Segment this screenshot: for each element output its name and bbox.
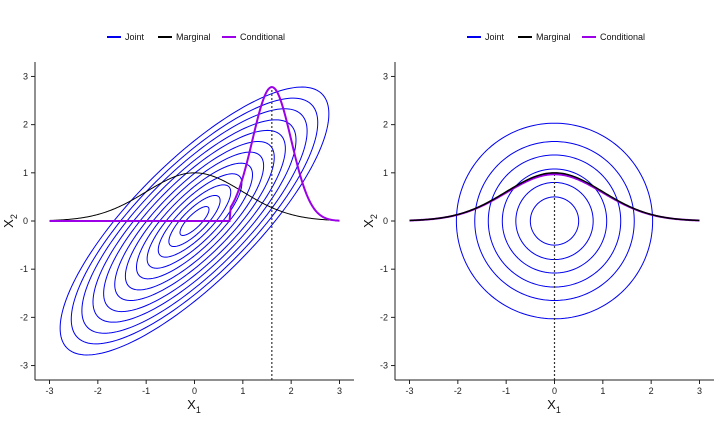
left-y-tick-label: -1 xyxy=(20,264,28,274)
right-y-tick-label: 3 xyxy=(383,71,388,81)
right-y-tick-label: -1 xyxy=(380,264,388,274)
right-plot-area xyxy=(409,122,700,380)
right-x-tick-label: 2 xyxy=(649,386,654,396)
right-x-tick-label: -3 xyxy=(405,386,413,396)
right-joint-contour xyxy=(529,196,580,246)
right-y-tick-label: -3 xyxy=(380,361,388,371)
left-conditional-curve xyxy=(49,86,340,222)
left-joint-contour xyxy=(70,97,319,345)
left-joint-contour xyxy=(114,140,275,302)
right-legend: Joint Marginal Conditional xyxy=(467,32,645,42)
right-y-axis-title-main: X xyxy=(361,219,376,228)
right-marginal-curve xyxy=(409,172,700,222)
left-x-tick-label: 2 xyxy=(289,386,294,396)
left-y-tick-label: 0 xyxy=(23,216,28,226)
left-x-axis-title-main: X xyxy=(187,397,196,412)
left-legend-conditional-label: Conditional xyxy=(240,32,285,42)
left-marginal-curve xyxy=(49,172,340,221)
left-joint-contour xyxy=(157,184,232,258)
left-joint-contour xyxy=(168,194,221,248)
right-x-tick-label: 3 xyxy=(697,386,702,396)
right-y-axis-title: X2 xyxy=(361,214,379,228)
right-x-axis-title: X1 xyxy=(547,397,561,415)
right-x-tick-label: -2 xyxy=(454,386,462,396)
left-plot-area xyxy=(49,86,340,380)
right-y-tick-label: -2 xyxy=(380,312,388,322)
left-joint-contour xyxy=(179,206,210,236)
left-joint-contour xyxy=(81,108,308,334)
right-y-axis-title-sub: 2 xyxy=(369,214,379,219)
right-legend-marginal-label: Marginal xyxy=(536,32,571,42)
right-legend-joint-label: Joint xyxy=(485,32,505,42)
left-x-tick-label: 0 xyxy=(192,386,197,396)
right-x-tick-label: 0 xyxy=(552,386,557,396)
left-panel: Joint Marginal Conditional -3 -2 -1 0 1 2 3-3-… xyxy=(1,32,354,415)
right-joint-contour xyxy=(455,122,654,320)
left-x-tick-label: 3 xyxy=(337,386,342,396)
right-joint-contour xyxy=(474,140,635,302)
left-x-tick-label: -3 xyxy=(45,386,53,396)
left-joint-contour xyxy=(59,86,330,356)
left-y-tick-label: -3 xyxy=(20,361,28,371)
left-legend-marginal-label: Marginal xyxy=(176,32,211,42)
left-joint-contour xyxy=(124,151,265,291)
right-joint-contour xyxy=(487,154,622,288)
left-y-axis-title: X2 xyxy=(1,214,19,228)
left-x-tick-label: -1 xyxy=(142,386,150,396)
left-ticks: -3 -2 -1 0 1 2 3 -3 -2 -1 0 1 2 3 xyxy=(20,71,342,396)
right-x-tick-label: 1 xyxy=(600,386,605,396)
right-y-tick-label: 2 xyxy=(383,120,388,130)
right-y-tick-label: 0 xyxy=(383,216,388,226)
left-x-axis-title: X1 xyxy=(187,397,201,415)
left-joint-contour xyxy=(135,162,254,280)
right-joint-contour xyxy=(515,181,594,261)
left-x-tick-label: -2 xyxy=(94,386,102,396)
right-legend-conditional-label: Conditional xyxy=(600,32,645,42)
left-y-tick-label: 1 xyxy=(23,168,28,178)
right-panel: Joint Marginal Conditional -3 -2 -1 0 1 2 3-3-… xyxy=(361,32,714,415)
left-y-tick-label: 3 xyxy=(23,71,28,81)
left-legend-joint-label: Joint xyxy=(125,32,145,42)
left-legend: Joint Marginal Conditional xyxy=(107,32,285,42)
left-y-tick-label: -2 xyxy=(20,312,28,322)
right-x-axis-title-main: X xyxy=(547,397,556,412)
right-joint-contour xyxy=(501,168,608,274)
right-x-tick-label: -1 xyxy=(502,386,510,396)
left-x-tick-label: 1 xyxy=(240,386,245,396)
right-x-axis-title-sub: 1 xyxy=(556,405,561,415)
left-y-tick-label: 2 xyxy=(23,120,28,130)
right-ticks: -3 -2 -1 0 1 2 3 -3 -2 -1 0 1 2 3 xyxy=(380,71,702,396)
left-joint-contour xyxy=(92,119,297,323)
right-y-tick-label: 1 xyxy=(383,168,388,178)
left-y-axis-title-main: X xyxy=(1,219,16,228)
left-x-axis-title-sub: 1 xyxy=(196,405,201,415)
left-y-axis-title-sub: 2 xyxy=(9,214,19,219)
